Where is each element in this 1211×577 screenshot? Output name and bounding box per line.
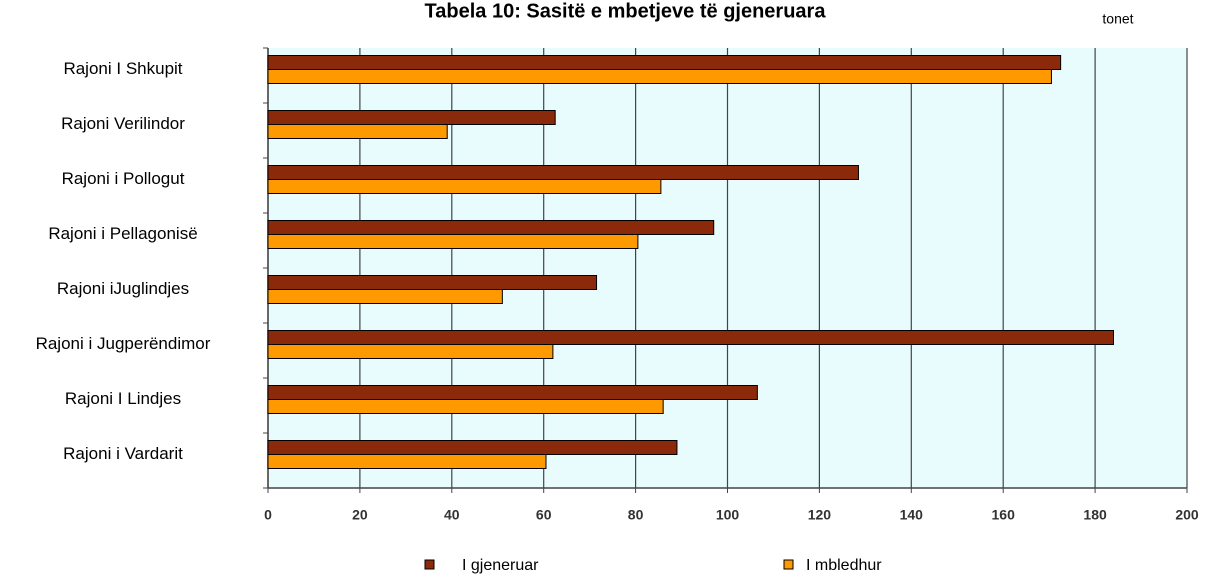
- x-tick-label: 20: [352, 507, 368, 523]
- y-tick-label: Rajoni iJuglindjes: [57, 279, 189, 298]
- legend-swatch: [424, 559, 435, 570]
- x-tick-label: 180: [1083, 507, 1107, 523]
- bar: [267, 440, 678, 455]
- bar: [267, 399, 664, 414]
- bar: [267, 344, 554, 359]
- x-tick-label: 120: [808, 507, 832, 523]
- y-tick-label: Rajoni i Jugperëndimor: [36, 334, 211, 353]
- y-tick-label: Rajoni Verilindor: [61, 114, 185, 133]
- bar: [267, 454, 547, 469]
- x-tick-label: 40: [444, 507, 460, 523]
- bar: [267, 234, 639, 249]
- x-tick-label: 0: [264, 507, 272, 523]
- bar: [267, 330, 1114, 345]
- y-tick-label: Rajoni I Shkupit: [63, 59, 182, 78]
- x-tick-label: 100: [716, 507, 740, 523]
- legend-label: I gjeneruar: [462, 557, 539, 574]
- bar: [267, 275, 598, 290]
- bar: [267, 289, 503, 304]
- bar: [267, 179, 662, 194]
- x-tick-label: 60: [536, 507, 552, 523]
- chart-title: Tabela 10: Sasitë e mbetjeve të gjenerua…: [425, 0, 827, 22]
- y-tick-label: Rajoni i Vardarit: [63, 444, 183, 463]
- bar: [267, 220, 715, 235]
- bar: [267, 69, 1052, 84]
- x-tick-label: 80: [628, 507, 644, 523]
- bar: [267, 55, 1062, 70]
- bar: [267, 110, 556, 125]
- bar: [267, 385, 758, 400]
- x-tick-label: 200: [1175, 507, 1199, 523]
- bar: [267, 124, 448, 139]
- legend-label: I mbledhur: [806, 557, 882, 574]
- x-tick-label: 140: [900, 507, 924, 523]
- y-tick-label: Rajoni i Pellagonisë: [48, 224, 197, 243]
- y-tick-label: Rajoni I Lindjes: [65, 389, 181, 408]
- bar: [267, 165, 859, 180]
- x-tick-label: 160: [992, 507, 1016, 523]
- y-tick-label: Rajoni i Pollogut: [62, 169, 185, 188]
- axis-unit: tonet: [1102, 11, 1133, 27]
- legend-swatch: [783, 559, 794, 570]
